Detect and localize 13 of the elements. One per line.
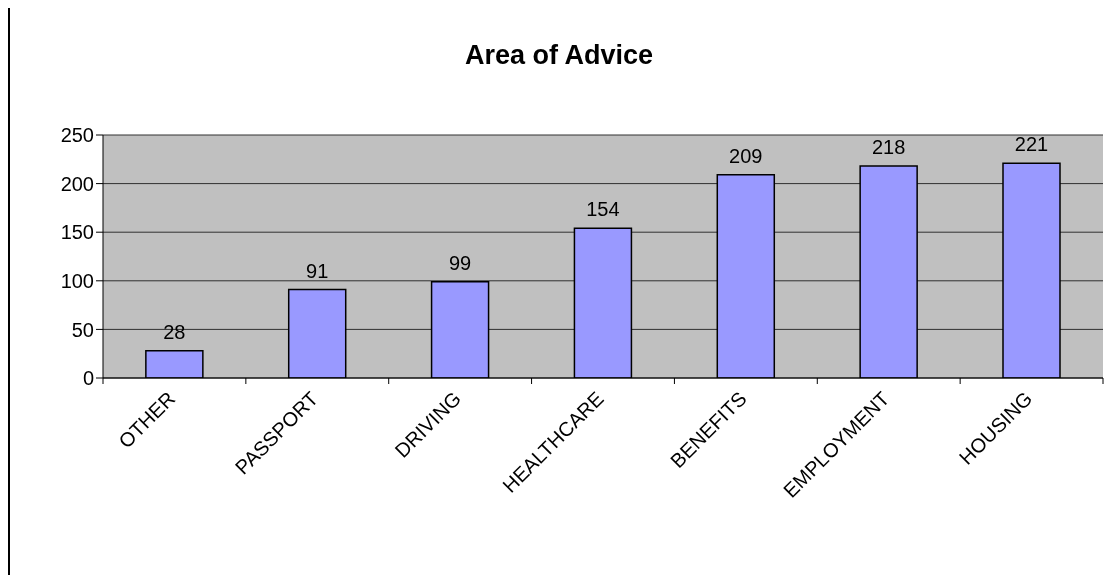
y-tick-label: 250 [60, 124, 94, 147]
y-tick-label: 0 [82, 367, 94, 390]
y-tick-label: 150 [60, 221, 94, 244]
chart-title: Area of Advice [463, 40, 655, 71]
data-label: 209 [729, 144, 763, 167]
y-tick-label: 50 [71, 318, 94, 341]
data-label: 99 [448, 251, 472, 274]
y-tick-label: 200 [60, 172, 94, 195]
data-label: 91 [306, 259, 329, 282]
data-label: 154 [586, 198, 620, 221]
data-label: 218 [871, 136, 906, 159]
y-tick-label: 100 [60, 269, 94, 292]
data-label: 221 [1014, 133, 1049, 156]
